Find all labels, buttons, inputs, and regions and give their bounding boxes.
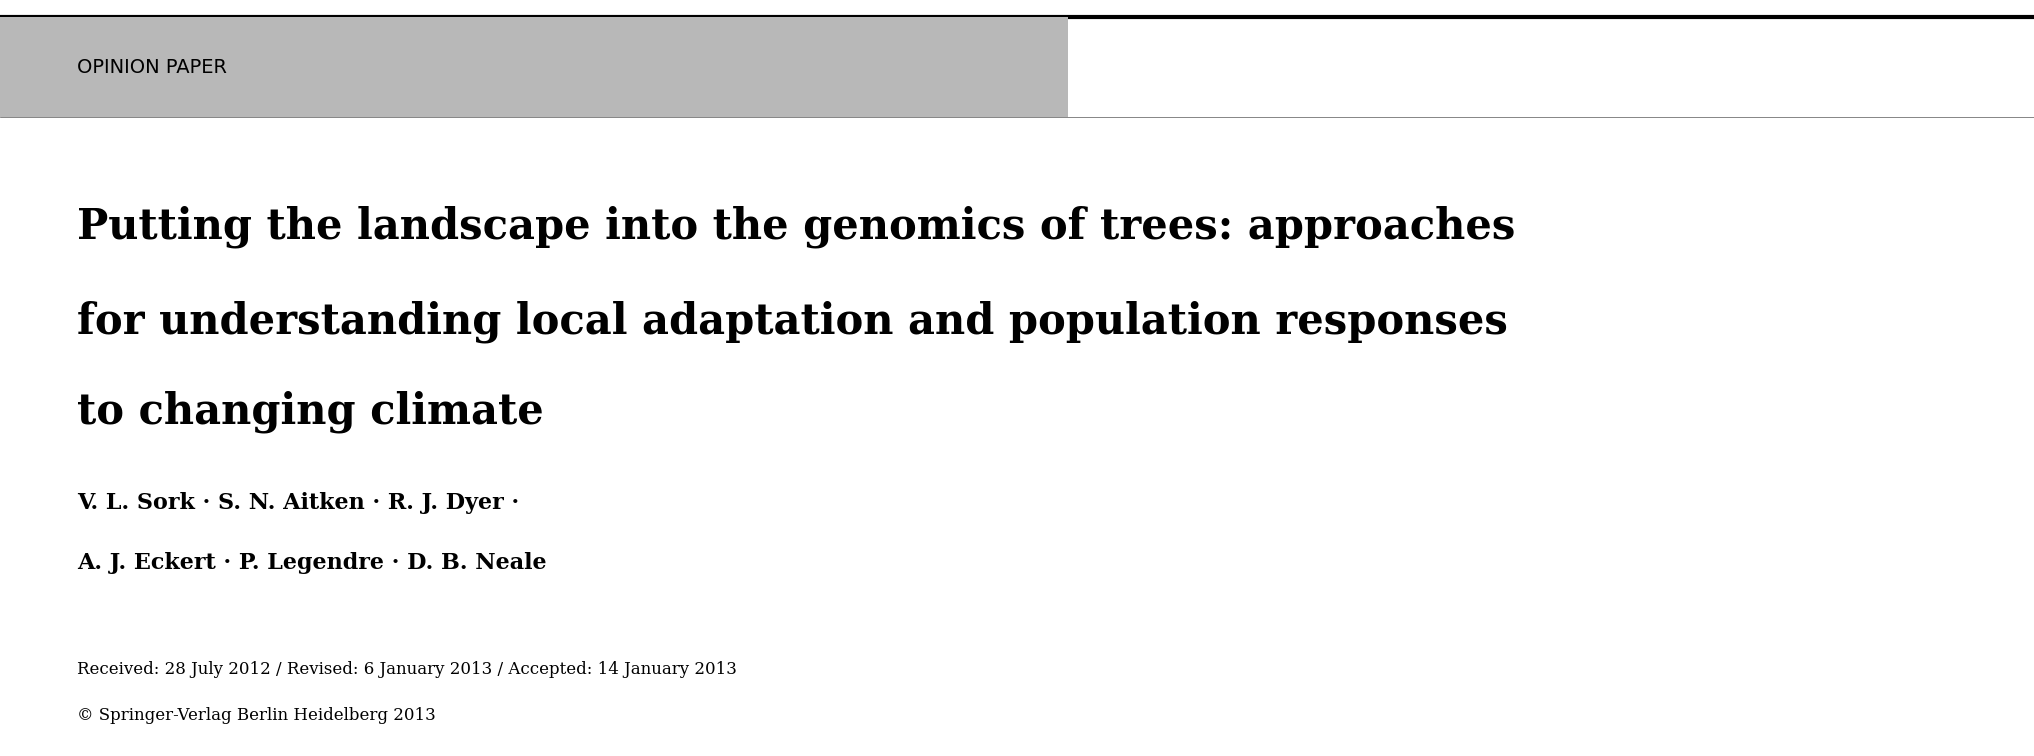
Text: for understanding local adaptation and population responses: for understanding local adaptation and p… bbox=[77, 300, 1507, 342]
Text: A. J. Eckert · P. Legendre · D. B. Neale: A. J. Eckert · P. Legendre · D. B. Neale bbox=[77, 552, 547, 575]
FancyBboxPatch shape bbox=[0, 17, 1068, 117]
Text: © Springer-Verlag Berlin Heidelberg 2013: © Springer-Verlag Berlin Heidelberg 2013 bbox=[77, 708, 435, 724]
Text: Received: 28 July 2012 / Revised: 6 January 2013 / Accepted: 14 January 2013: Received: 28 July 2012 / Revised: 6 Janu… bbox=[77, 661, 736, 677]
Text: V. L. Sork · S. N. Aitken · R. J. Dyer ·: V. L. Sork · S. N. Aitken · R. J. Dyer · bbox=[77, 491, 519, 514]
Text: to changing climate: to changing climate bbox=[77, 391, 543, 433]
Text: Putting the landscape into the genomics of trees: approaches: Putting the landscape into the genomics … bbox=[77, 206, 1515, 248]
Text: OPINION PAPER: OPINION PAPER bbox=[77, 57, 228, 77]
